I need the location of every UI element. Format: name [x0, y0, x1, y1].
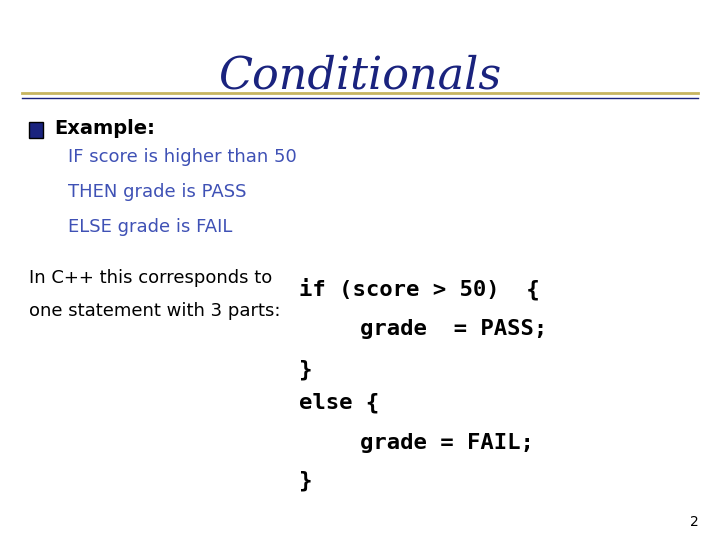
Text: Example:: Example:: [54, 119, 155, 138]
Text: grade = FAIL;: grade = FAIL;: [360, 433, 534, 453]
Text: Conditionals: Conditionals: [218, 54, 502, 97]
Text: ELSE grade is FAIL: ELSE grade is FAIL: [68, 218, 233, 236]
Text: In C++ this corresponds to: In C++ this corresponds to: [29, 269, 272, 287]
Text: one statement with 3 parts:: one statement with 3 parts:: [29, 301, 280, 320]
Text: }: }: [299, 470, 312, 491]
Text: grade  = PASS;: grade = PASS;: [360, 319, 547, 340]
Text: else {: else {: [299, 392, 379, 413]
Text: IF score is higher than 50: IF score is higher than 50: [68, 147, 297, 166]
FancyBboxPatch shape: [29, 122, 43, 138]
Text: }: }: [299, 360, 312, 380]
Text: 2: 2: [690, 515, 698, 529]
Text: THEN grade is PASS: THEN grade is PASS: [68, 183, 247, 201]
Text: if (score > 50)  {: if (score > 50) {: [299, 278, 539, 300]
